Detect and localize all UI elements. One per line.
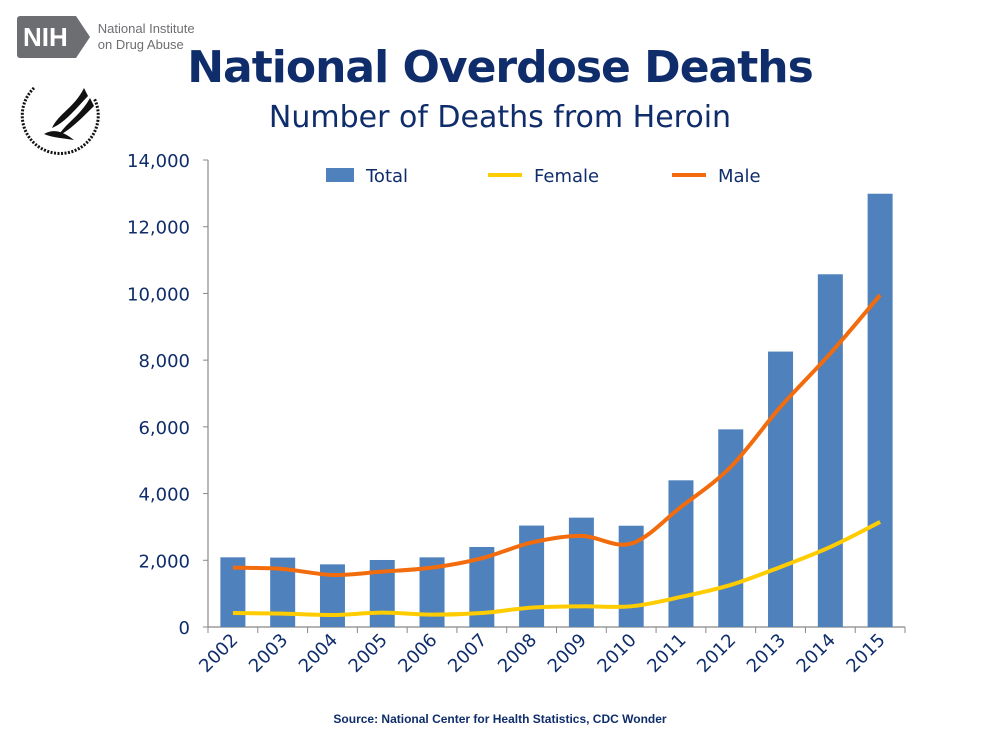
nih-name-line1: National Institute: [97, 21, 195, 36]
y-tick-label: 6,000: [138, 418, 190, 439]
legend-label-total: Total: [365, 166, 408, 187]
x-tick-label: 2004: [295, 630, 342, 677]
x-tick-label: 2007: [444, 630, 491, 677]
x-tick-label: 2009: [544, 630, 591, 677]
bar-total: [867, 193, 893, 628]
y-tick-label: 8,000: [138, 351, 190, 372]
nih-institute-name: National Institute on Drug Abuse: [98, 21, 195, 53]
legend-label-female: Female: [534, 166, 599, 187]
nih-name-line2: on Drug Abuse: [97, 37, 184, 52]
x-tick-label: 2013: [743, 630, 790, 677]
x-tick-label: 2015: [842, 630, 889, 677]
bar-total: [817, 274, 843, 627]
x-tick-label: 2012: [693, 630, 740, 677]
bar-total: [768, 351, 794, 627]
y-tick-label: 4,000: [138, 485, 190, 506]
x-tick-label: 2003: [245, 630, 292, 677]
chart-subtitle: Number of Deaths from Heroin: [268, 100, 732, 135]
nih-mark: NIH: [17, 16, 90, 58]
x-tick-label: 2014: [793, 630, 840, 677]
x-tick-label: 2008: [494, 630, 541, 677]
source-note: Source: National Center for Health Stati…: [333, 712, 667, 726]
hhs-seal-icon: [20, 86, 100, 155]
x-tick-label: 2002: [195, 630, 242, 677]
x-tick-label: 2006: [394, 630, 441, 677]
y-tick-label: 12,000: [127, 218, 190, 239]
legend-swatch-total: [326, 168, 354, 182]
y-tick-label: 14,000: [127, 151, 190, 172]
nih-logo: NIH National Institute on Drug Abuse: [17, 16, 195, 58]
y-tick-label: 2,000: [138, 551, 190, 572]
x-tick-label: 2011: [643, 630, 690, 677]
line-female: [232, 520, 882, 617]
bar-total: [718, 429, 744, 627]
x-tick-label: 2010: [593, 630, 640, 677]
legend-label-male: Male: [718, 166, 761, 187]
y-tick-label: 10,000: [127, 284, 190, 305]
x-tick-label: 2005: [345, 630, 392, 677]
chart-title: National Overdose Deaths: [187, 42, 814, 93]
y-tick-label: 0: [179, 618, 190, 639]
